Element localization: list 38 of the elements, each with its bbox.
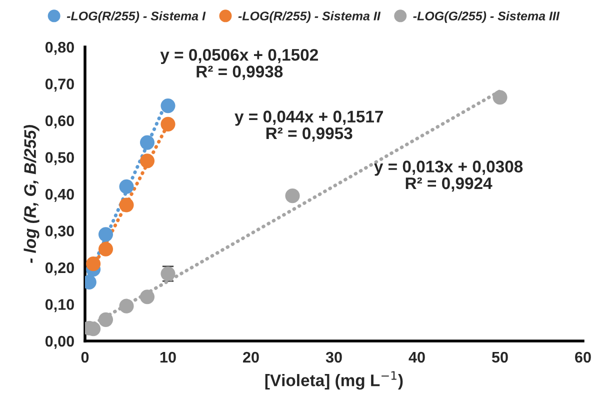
point (119, 198, 134, 212)
y-tick-label: 0,10 (45, 299, 74, 312)
x-tick-label: 10 (160, 352, 176, 363)
x-axis-title: [Violeta] (mg L$^{−1}$) (265, 371, 403, 390)
y-tick-label: 0,20 (45, 262, 74, 276)
point (160, 116, 176, 132)
annotation: y = 0,013x + 0,0308 R² = 0,9924 (374, 160, 523, 192)
x-tick-label: 0 (81, 352, 89, 363)
point (119, 298, 134, 314)
legend-label: -LOG(R/255) - Sistema II (238, 11, 381, 23)
y-tick-label: 0,40 (45, 188, 74, 202)
point (98, 312, 114, 327)
x-tick-label: 50 (492, 352, 508, 363)
legend-label: -LOG(G/255) - Sistema III (413, 11, 560, 23)
annotation: y = 0,0506x + 0,1502 R² = 0,9938 (160, 48, 318, 80)
y-tick-label: 0,70 (45, 78, 74, 92)
point (98, 242, 114, 256)
point (119, 179, 134, 194)
y-tick-label: 0,60 (45, 115, 74, 128)
annotation: y = 0,044x + 0,1517 R² = 0,9953 (234, 110, 383, 142)
point (285, 188, 300, 204)
point (86, 256, 101, 272)
y-tick-label: 0,30 (45, 226, 74, 239)
point (140, 290, 155, 304)
point (492, 90, 508, 105)
y-tick-label: 0,50 (45, 152, 74, 166)
x-tick-label: 30 (326, 352, 342, 363)
point (140, 154, 155, 168)
x-tick-label: 20 (243, 352, 259, 363)
y-tick-label: 0,00 (45, 336, 74, 349)
x-tick-label: 60 (575, 352, 591, 363)
x-tick-label: 40 (408, 352, 425, 363)
legend-label: -LOG(R/255) - Sistema I (66, 11, 206, 23)
point (160, 98, 176, 114)
point (98, 227, 114, 242)
point (140, 135, 155, 150)
y-tick-label: 0,80 (45, 42, 74, 55)
y-axis-title: - log (R, G, B/255) (24, 125, 40, 263)
